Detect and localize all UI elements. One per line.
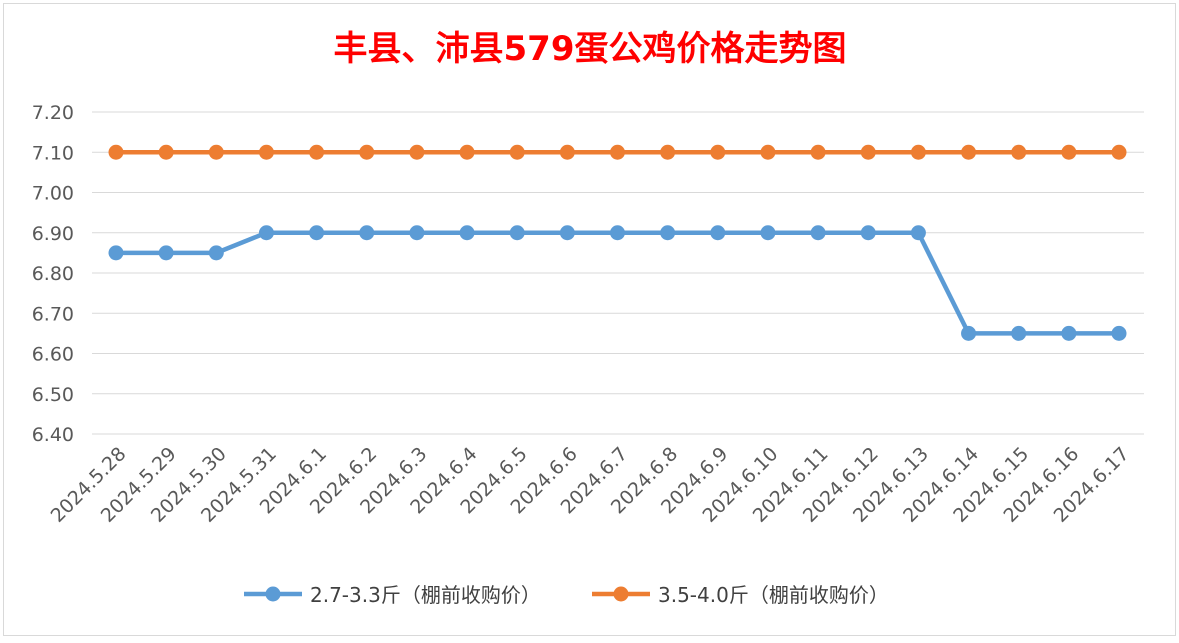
- y-tick-label: 6.60: [32, 344, 74, 366]
- data-point: [158, 245, 174, 261]
- y-axis-tick-labels: 6.40 6.50 6.60 6.70 6.80 6.90 7.00 7.10 7.20: [32, 102, 74, 446]
- data-point: [660, 144, 676, 160]
- data-point: [1111, 144, 1127, 160]
- chart-border: [3, 3, 1176, 636]
- y-tick-label: 6.70: [32, 303, 74, 325]
- data-point: [760, 225, 776, 241]
- data-point: [208, 144, 224, 160]
- data-point: [158, 144, 174, 160]
- data-point: [559, 144, 575, 160]
- series-2: [108, 144, 1127, 160]
- legend-label: 2.7-3.3斤（棚前收购价）: [310, 583, 541, 607]
- data-point: [610, 144, 625, 160]
- data-point: [760, 144, 776, 160]
- data-point: [559, 225, 575, 241]
- y-tick-label: 7.20: [32, 102, 74, 124]
- legend-marker: [265, 586, 281, 602]
- data-point: [258, 225, 274, 241]
- data-point: [359, 144, 375, 160]
- data-point: [810, 144, 826, 160]
- data-point: [108, 144, 124, 160]
- data-point: [509, 225, 525, 241]
- data-point: [359, 225, 375, 241]
- data-point: [309, 144, 325, 160]
- data-point: [1011, 325, 1027, 341]
- data-point: [258, 144, 274, 160]
- chart-title: 丰县、沛县579蛋公鸡价格走势图: [334, 29, 847, 69]
- legend-item: 2.7-3.3斤（棚前收购价）: [244, 583, 541, 607]
- data-point: [509, 144, 525, 160]
- data-point: [710, 144, 726, 160]
- data-point: [1011, 144, 1027, 160]
- data-point: [961, 325, 977, 341]
- data-point: [108, 245, 124, 261]
- y-tick-label: 7.00: [32, 183, 74, 205]
- legend-item: 3.5-4.0斤（棚前收购价）: [592, 583, 889, 607]
- series-lines: [108, 144, 1127, 341]
- legend-marker: [613, 586, 629, 602]
- data-point: [610, 225, 625, 241]
- data-point: [910, 225, 926, 241]
- data-point: [208, 245, 224, 261]
- y-tick-label: 6.40: [32, 424, 74, 446]
- data-point: [409, 144, 425, 160]
- data-point: [810, 225, 826, 241]
- data-point: [961, 144, 977, 160]
- data-point: [409, 225, 425, 241]
- series-1: [108, 225, 1127, 341]
- data-point: [660, 225, 676, 241]
- y-tick-label: 6.50: [32, 384, 74, 406]
- data-point: [1061, 325, 1077, 341]
- data-point: [860, 225, 876, 241]
- data-point: [910, 144, 926, 160]
- data-point: [1111, 325, 1127, 341]
- legend-label: 3.5-4.0斤（棚前收购价）: [658, 583, 889, 607]
- y-tick-label: 6.80: [32, 263, 74, 285]
- data-point: [309, 225, 325, 241]
- data-point: [860, 144, 876, 160]
- data-point: [1061, 144, 1077, 160]
- data-point: [710, 225, 726, 241]
- data-point: [459, 225, 475, 241]
- y-tick-label: 6.90: [32, 223, 74, 245]
- data-point: [459, 144, 475, 160]
- legend: 2.7-3.3斤（棚前收购价） 3.5-4.0斤（棚前收购价）: [244, 583, 889, 607]
- y-tick-label: 7.10: [32, 142, 74, 164]
